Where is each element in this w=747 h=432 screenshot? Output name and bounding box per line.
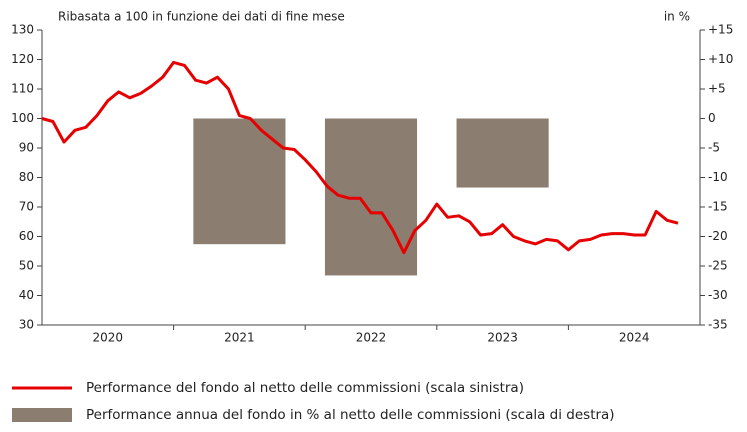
bar — [456, 118, 549, 188]
x-tick-label: 2020 — [93, 331, 124, 345]
y2-tick-label: +10 — [708, 52, 733, 66]
y-tick-label: 80 — [19, 170, 34, 184]
y2-tick-label: -35 — [708, 318, 728, 332]
y2-tick-label: -10 — [708, 170, 728, 184]
y2-tick-label: -5 — [708, 141, 720, 155]
y-tick-label: 100 — [11, 111, 34, 125]
y2-tick-label: -30 — [708, 288, 728, 302]
y-tick-label: 60 — [19, 229, 34, 243]
y-tick-label: 110 — [11, 82, 34, 96]
y2-tick-label: -20 — [708, 229, 728, 243]
x-tick-label: 2023 — [487, 331, 518, 345]
legend-label: Performance del fondo al netto delle com… — [86, 380, 524, 396]
y-tick-label: 70 — [19, 200, 34, 214]
x-tick-label: 2021 — [224, 331, 255, 345]
bar — [193, 118, 286, 245]
y2-axis-label: in % — [664, 10, 690, 24]
x-tick-label: 2024 — [619, 331, 650, 345]
y-tick-label: 120 — [11, 52, 34, 66]
y2-tick-label: 0 — [708, 111, 716, 125]
y-tick-label: 30 — [19, 318, 34, 332]
y2-tick-label: -25 — [708, 259, 728, 273]
y-tick-label: 90 — [19, 141, 34, 155]
y2-tick-label: -15 — [708, 200, 728, 214]
x-tick-label: 2022 — [356, 331, 387, 345]
y2-tick-label: +5 — [708, 82, 726, 96]
y2-tick-label: +15 — [708, 23, 733, 37]
y-tick-label: 40 — [19, 288, 34, 302]
y-axis-label: Ribasata a 100 in funzione dei dati di f… — [58, 10, 345, 24]
y-tick-label: 50 — [19, 259, 34, 273]
y-tick-label: 130 — [11, 23, 34, 37]
legend-swatch — [12, 408, 72, 422]
legend-label: Performance annua del fondo in % al nett… — [86, 407, 615, 423]
line — [41, 60, 679, 255]
